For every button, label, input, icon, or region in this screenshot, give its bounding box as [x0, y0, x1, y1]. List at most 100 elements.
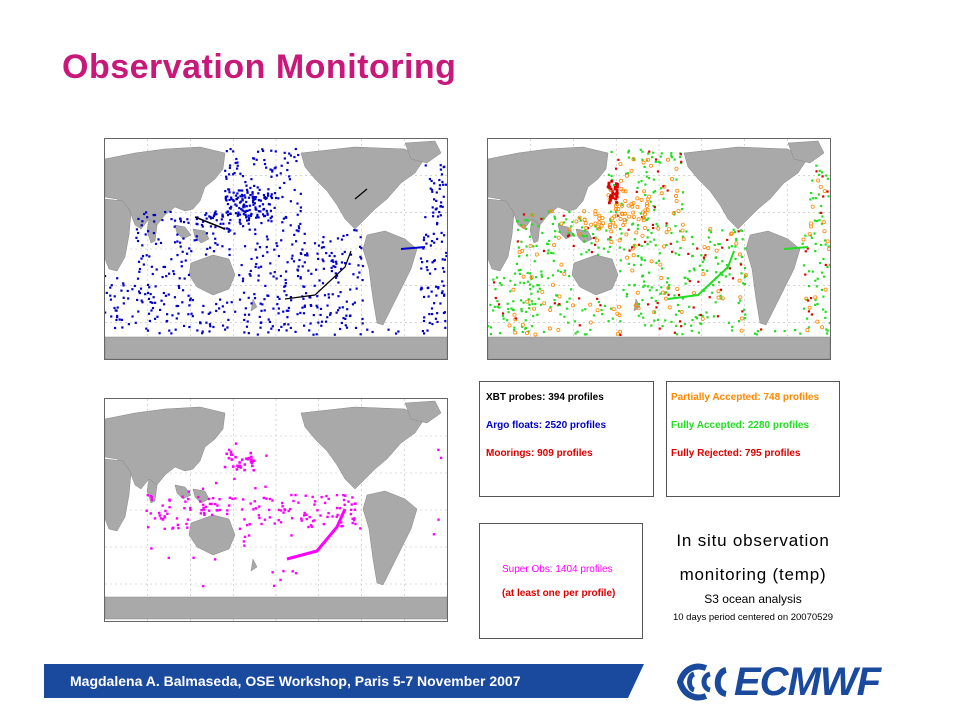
- observation-marker: [801, 237, 806, 242]
- observation-marker: [683, 323, 687, 326]
- observation-marker: [597, 300, 600, 304]
- observation-marker: [613, 192, 617, 196]
- observation-marker: [244, 307, 247, 310]
- observation-marker: [743, 266, 747, 270]
- observation-marker: [245, 200, 248, 204]
- observation-marker: [630, 204, 635, 209]
- observation-marker: [231, 497, 234, 501]
- observation-marker: [506, 302, 509, 305]
- observation-marker: [640, 258, 643, 261]
- observation-marker: [814, 197, 817, 200]
- observation-marker: [614, 213, 619, 218]
- observation-marker: [701, 272, 706, 277]
- observation-marker: [557, 294, 562, 299]
- observation-marker: [430, 290, 433, 293]
- observation-marker: [163, 265, 167, 269]
- observation-marker: [318, 279, 321, 282]
- observation-marker: [625, 292, 629, 296]
- observation-marker: [613, 224, 618, 229]
- observation-marker: [126, 289, 129, 293]
- observation-marker: [660, 286, 663, 289]
- observation-marker: [728, 232, 733, 237]
- observation-marker: [351, 521, 354, 525]
- observation-marker: [520, 240, 523, 243]
- observation-marker: [515, 262, 519, 266]
- observation-marker: [619, 333, 622, 337]
- observation-marker: [666, 285, 671, 290]
- observation-marker: [584, 333, 587, 336]
- observation-marker: [441, 180, 444, 184]
- observation-marker: [528, 235, 531, 238]
- observation-marker: [585, 333, 588, 336]
- observation-marker: [610, 194, 614, 198]
- observation-marker: [282, 310, 285, 313]
- observation-marker: [250, 257, 253, 261]
- observation-marker: [289, 224, 292, 227]
- observation-marker: [170, 332, 173, 335]
- legend-fully-accepted: Fully Accepted: 2280 profiles: [671, 420, 810, 431]
- observation-marker: [567, 227, 572, 232]
- observation-marker: [825, 332, 829, 335]
- observation-marker: [276, 244, 279, 248]
- observation-marker: [137, 310, 140, 313]
- observation-marker: [441, 290, 444, 293]
- observation-marker: [649, 163, 654, 168]
- observation-marker: [337, 295, 340, 298]
- observation-marker: [137, 217, 140, 221]
- observation-marker: [631, 214, 636, 219]
- observation-marker: [522, 301, 525, 304]
- observation-marker: [161, 218, 164, 222]
- observation-marker: [253, 500, 256, 503]
- land-mass: [105, 198, 132, 272]
- observation-marker: [642, 285, 645, 288]
- observation-marker: [303, 285, 306, 288]
- observation-marker: [213, 213, 216, 216]
- observation-marker: [250, 178, 253, 181]
- observation-marker: [816, 302, 819, 306]
- observation-marker: [427, 235, 430, 238]
- observation-marker: [227, 504, 231, 507]
- observation-marker: [734, 245, 737, 248]
- observation-marker: [729, 231, 734, 236]
- observation-marker: [601, 312, 604, 316]
- observation-marker: [537, 284, 540, 287]
- observation-marker: [279, 274, 282, 278]
- observation-marker: [741, 238, 744, 241]
- observation-marker: [209, 217, 213, 220]
- observation-marker: [424, 233, 428, 236]
- observation-marker: [619, 259, 622, 262]
- observation-marker: [728, 273, 731, 276]
- observation-marker: [521, 274, 526, 279]
- observation-marker: [340, 321, 343, 325]
- observation-marker: [822, 257, 825, 261]
- observation-marker: [708, 296, 711, 299]
- observation-marker: [559, 270, 562, 274]
- observation-marker: [321, 241, 324, 244]
- observation-marker: [323, 294, 327, 297]
- observation-marker: [824, 263, 827, 267]
- observation-marker: [245, 209, 248, 213]
- observation-marker: [436, 237, 439, 241]
- observation-marker: [608, 245, 612, 249]
- observation-marker: [633, 238, 636, 241]
- observation-marker: [154, 242, 158, 245]
- observation-marker: [201, 225, 204, 228]
- mooring-track: [286, 508, 347, 561]
- observation-marker: [284, 282, 287, 285]
- observation-marker: [256, 215, 259, 218]
- observation-marker: [286, 316, 289, 319]
- observation-marker: [609, 236, 612, 239]
- observation-marker: [556, 327, 561, 332]
- observation-marker: [228, 207, 232, 210]
- observation-marker: [262, 496, 266, 500]
- observation-marker: [313, 284, 316, 287]
- observation-marker: [228, 166, 232, 170]
- observation-marker: [248, 273, 251, 276]
- observation-marker: [109, 298, 113, 301]
- observation-marker: [181, 301, 184, 304]
- observation-marker: [422, 247, 425, 250]
- observation-marker: [731, 325, 734, 328]
- observation-marker: [258, 188, 261, 191]
- observation-marker: [725, 264, 729, 267]
- observation-marker: [141, 220, 144, 223]
